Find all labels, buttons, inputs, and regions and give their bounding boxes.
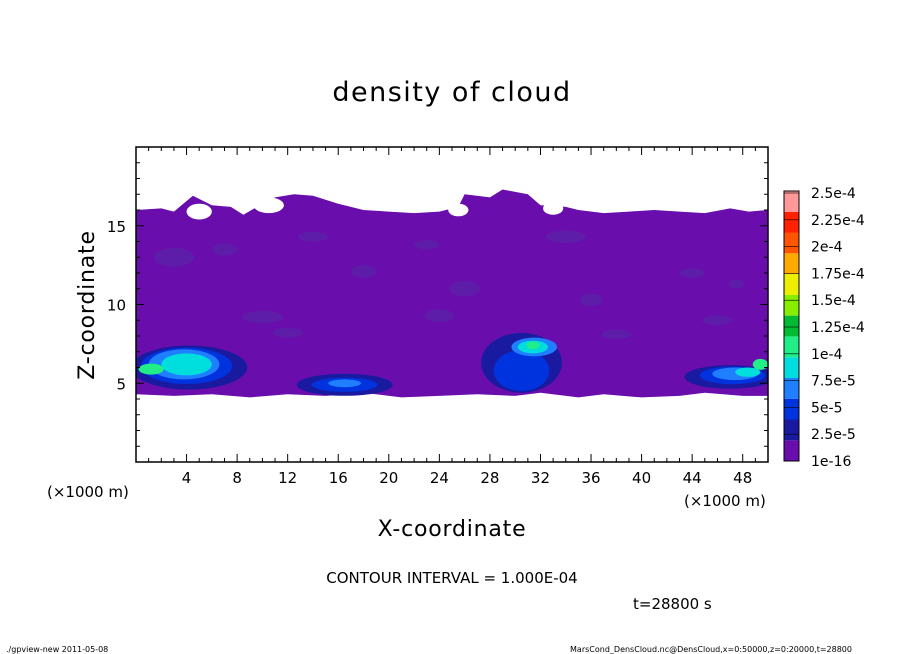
dense-cloud-region: [138, 363, 164, 375]
colorbar-label: 1e-16: [811, 454, 851, 470]
x-tick-label: 4: [182, 469, 192, 487]
footer-right: MarsCond_DensCloud.nc@DensCloud,x=0:5000…: [570, 645, 852, 654]
patch-region: [242, 310, 283, 324]
y-axis-label: Z-coordinate: [75, 230, 100, 380]
patch-region: [702, 315, 733, 325]
patch-region: [414, 239, 440, 250]
y-tick-label: 15: [107, 218, 126, 236]
x-tick-label: 24: [430, 469, 449, 487]
colorbar-label: 2.25e-4: [811, 213, 865, 229]
patch-region: [579, 293, 603, 307]
x-tick-label: 8: [232, 469, 242, 487]
colorbar-label: 7.5e-5: [811, 374, 856, 390]
colorbar-label: 5e-5: [811, 400, 842, 416]
y-tick-label: 5: [116, 375, 126, 393]
gap-region: [543, 202, 564, 215]
colorbar-label: 1.5e-4: [811, 293, 856, 309]
colorbar-swatch: [784, 294, 799, 316]
x-tick-label: 32: [531, 469, 550, 487]
colorbar-swatch: [784, 419, 799, 441]
colorbar-swatch: [784, 440, 799, 461]
gap-region: [186, 203, 212, 220]
colorbar-swatch: [784, 315, 799, 337]
colorbar-label: 1.75e-4: [811, 266, 865, 282]
x-axis-label: X-coordinate: [378, 517, 527, 542]
gap-region: [253, 197, 284, 214]
x-tick-label: 16: [329, 469, 348, 487]
x-tick-label: 40: [632, 469, 651, 487]
x-unit-right: (×1000 m): [684, 492, 766, 510]
colorbar-label: 2.5e-5: [811, 427, 856, 443]
dense-cloud-region: [493, 350, 550, 392]
colorbar-swatch: [784, 357, 799, 378]
colorbar-label: 2.5e-4: [811, 186, 856, 202]
x-tick-label: 20: [379, 469, 398, 487]
dense-cloud-region: [752, 358, 768, 370]
time-text: t=28800 s: [633, 595, 712, 613]
colorbar-swatch: [784, 191, 799, 212]
colorbar-label: 2e-4: [811, 240, 843, 256]
x-tick-label: 36: [581, 469, 600, 487]
patch-region: [350, 265, 377, 278]
cloud-layer-region: [136, 189, 768, 398]
patch-region: [728, 279, 744, 289]
y-axis: 5 10 15: [107, 162, 768, 447]
y-tick-label: 10: [107, 297, 126, 315]
patch-region: [545, 230, 586, 244]
colorbar-label: 1e-4: [811, 347, 843, 363]
x-axis: 4 8 12 16 20 24 28 32 36 40 44 48: [148, 147, 756, 487]
colorbar-swatch: [784, 253, 799, 275]
colorbar-swatch: [784, 211, 799, 233]
x-tick-label: 28: [480, 469, 499, 487]
patch-region: [601, 329, 632, 340]
contour-field: [136, 189, 768, 398]
patch-region: [272, 328, 303, 338]
contour-interval-text: CONTOUR INTERVAL = 1.000E-04: [326, 569, 577, 587]
patch-region: [211, 243, 238, 256]
colorbar-swatch: [784, 398, 799, 420]
dense-cloud-region: [161, 353, 212, 376]
patch-region: [679, 268, 705, 278]
dense-cloud-region: [526, 341, 540, 350]
gap-region: [448, 203, 469, 217]
x-tick-label: 12: [278, 469, 297, 487]
footer-left: ./gpview-new 2011-05-08: [6, 645, 108, 654]
colorbar-swatch: [784, 274, 799, 295]
colorbar-label: 1.25e-4: [811, 320, 865, 336]
x-tick-label: 48: [733, 469, 752, 487]
colorbar-swatch: [784, 336, 799, 358]
colorbar-swatch: [784, 232, 799, 254]
chart-title: density of cloud: [332, 77, 571, 108]
patch-region: [153, 247, 195, 267]
dense-cloud-region: [735, 367, 761, 377]
patch-region: [297, 232, 329, 242]
patch-region: [424, 309, 455, 322]
x-unit-left: (×1000 m): [47, 483, 129, 501]
patch-region: [449, 280, 480, 297]
colorbar: 1e-16 2.5e-5 5e-5 7.5e-5 1e-4 1.25e-4 1.5e-4 1.…: [783, 186, 865, 470]
x-tick-label: 44: [683, 469, 702, 487]
colorbar-swatch: [784, 377, 799, 399]
dense-cloud-region: [328, 379, 361, 388]
